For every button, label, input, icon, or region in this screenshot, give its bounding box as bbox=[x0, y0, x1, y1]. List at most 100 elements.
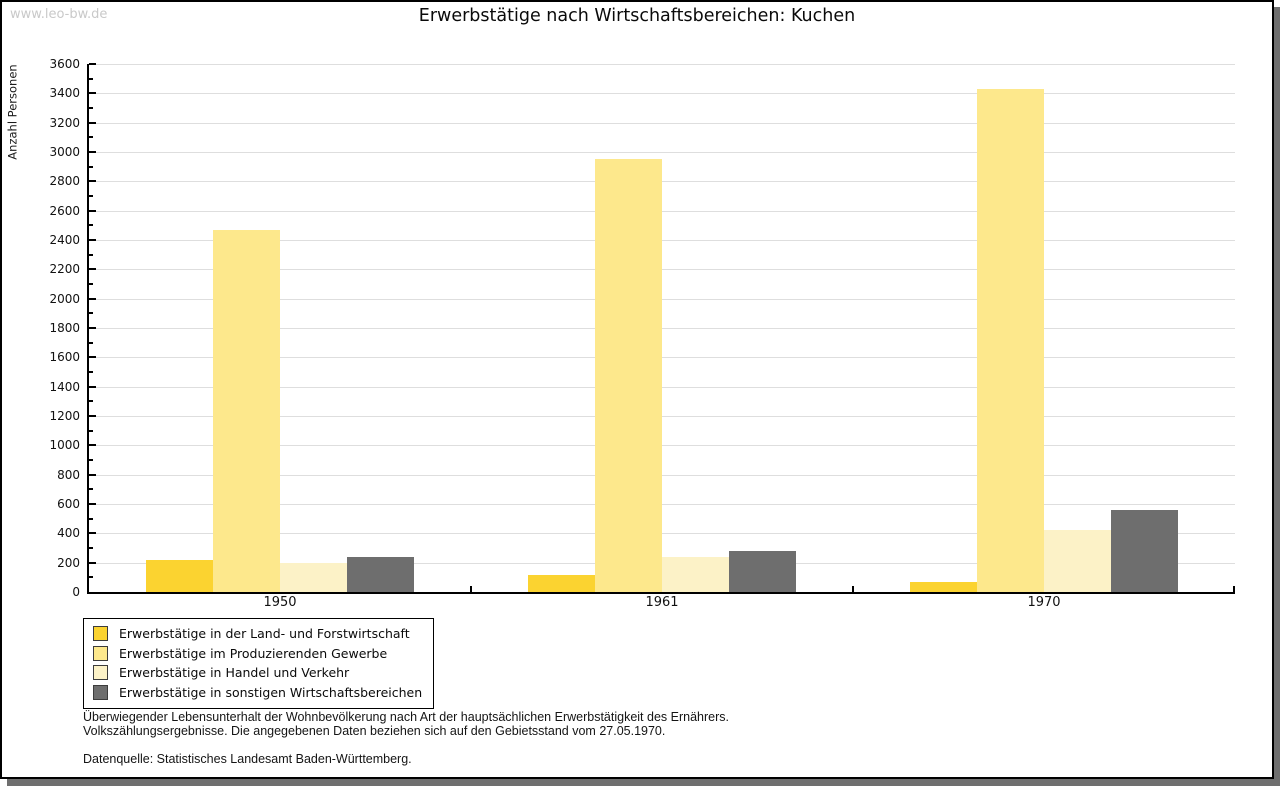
y-tick-label: 3000 bbox=[49, 145, 80, 159]
y-tick-label: 2800 bbox=[49, 174, 80, 189]
y-major-tick bbox=[89, 473, 96, 476]
y-major-tick bbox=[89, 356, 96, 359]
x-boundary-tick bbox=[852, 586, 854, 592]
plot-area bbox=[87, 63, 1235, 594]
legend: Erwerbstätige in der Land- und Forstwirt… bbox=[83, 618, 435, 709]
y-minor-tick bbox=[89, 488, 93, 491]
y-axis: 0 200 400 600 800 1000 1200 1400 1600 1800 2000 220… bbox=[2, 57, 80, 599]
gridline bbox=[89, 474, 1235, 476]
y-minor-tick bbox=[89, 195, 93, 197]
gridline bbox=[89, 152, 1235, 153]
gridline bbox=[89, 298, 1235, 300]
x-axis: 1950 1961 1970 bbox=[89, 595, 1235, 613]
legend-swatch bbox=[93, 665, 108, 681]
y-tick-label: 3200 bbox=[49, 115, 80, 130]
y-tick-label: 200 bbox=[57, 555, 80, 570]
y-tick-label: 0 bbox=[72, 585, 80, 599]
gridline bbox=[89, 357, 1235, 359]
y-minor-tick bbox=[89, 429, 93, 432]
chart-bar bbox=[977, 88, 1044, 592]
legend-label: Erwerbstätige in Handel und Verkehr bbox=[119, 665, 350, 681]
y-major-tick bbox=[89, 297, 96, 300]
gridline bbox=[89, 386, 1235, 388]
y-major-tick bbox=[89, 444, 96, 447]
y-tick-label: 1000 bbox=[49, 438, 80, 453]
y-minor-tick bbox=[89, 283, 93, 285]
legend-label: Erwerbstätige in sonstigen Wirtschaftsbe… bbox=[119, 684, 423, 700]
y-major-tick bbox=[89, 385, 96, 388]
chart-bar bbox=[1044, 529, 1111, 592]
y-major-tick bbox=[89, 268, 96, 271]
chart-bar bbox=[347, 556, 414, 592]
y-tick-label: 2400 bbox=[49, 233, 80, 247]
y-tick-label: 400 bbox=[57, 526, 80, 541]
y-tick-label: 800 bbox=[57, 467, 80, 482]
y-major-tick bbox=[89, 180, 96, 183]
legend-label: Erwerbstätige im Produzierenden Gewerbe bbox=[119, 645, 388, 661]
chart-bar bbox=[280, 562, 347, 592]
watermark: www.leo-bw.de bbox=[10, 7, 108, 22]
y-minor-tick bbox=[89, 136, 93, 139]
chart-bar bbox=[662, 556, 729, 592]
gridline bbox=[89, 416, 1235, 417]
y-minor-tick bbox=[89, 224, 93, 227]
y-minor-tick bbox=[89, 165, 93, 168]
x-boundary-tick bbox=[1233, 586, 1235, 592]
gridline bbox=[89, 533, 1235, 535]
gridline bbox=[89, 64, 1235, 65]
legend-swatch bbox=[93, 684, 108, 700]
chart-bar bbox=[595, 159, 662, 592]
legend-swatch bbox=[93, 626, 108, 642]
y-tick-label: 1200 bbox=[49, 409, 80, 423]
y-minor-tick bbox=[89, 400, 93, 403]
x-tick-label: 1970 bbox=[1027, 595, 1061, 610]
y-major-tick bbox=[89, 561, 96, 564]
gridline bbox=[89, 269, 1235, 271]
y-tick-label: 1800 bbox=[49, 321, 80, 335]
chart-bar bbox=[528, 575, 595, 592]
x-tick-label: 1961 bbox=[645, 595, 679, 610]
y-tick-label: 2600 bbox=[49, 203, 80, 218]
y-major-tick bbox=[89, 239, 96, 241]
y-minor-tick bbox=[89, 547, 93, 549]
footnote-line-1: Überwiegender Lebensunterhalt der Wohnbe… bbox=[83, 710, 729, 724]
page-title: Erwerbstätige nach Wirtschaftsbereichen:… bbox=[418, 6, 856, 26]
gridline bbox=[89, 122, 1235, 124]
footnote-line-2: Volkszählungsergebnisse. Die angegebenen… bbox=[83, 724, 666, 738]
y-minor-tick bbox=[89, 312, 93, 315]
y-tick-label: 1400 bbox=[49, 379, 80, 394]
y-major-tick bbox=[89, 151, 96, 153]
chart-bar bbox=[910, 581, 977, 592]
legend-label: Erwerbstätige in der Land- und Forstwirt… bbox=[119, 626, 410, 642]
y-major-tick bbox=[89, 503, 96, 505]
gridline bbox=[89, 328, 1235, 329]
y-major-tick bbox=[89, 415, 96, 417]
gridline bbox=[89, 93, 1235, 95]
legend-rows: Erwerbstätige in der Land- und Forstwirt… bbox=[93, 624, 422, 702]
y-major-tick bbox=[89, 121, 96, 124]
y-tick-label: 1600 bbox=[49, 350, 80, 365]
gridline bbox=[89, 210, 1235, 212]
gridline bbox=[89, 445, 1235, 447]
y-major-tick bbox=[89, 532, 96, 535]
y-tick-label: 3400 bbox=[49, 86, 80, 101]
legend-item: Erwerbstätige in der Land- und Forstwirt… bbox=[93, 624, 422, 644]
y-minor-tick bbox=[89, 253, 93, 256]
legend-item: Erwerbstätige in sonstigen Wirtschaftsbe… bbox=[93, 683, 422, 703]
y-minor-tick bbox=[89, 576, 93, 579]
chart-bar bbox=[213, 230, 280, 592]
chart-bar bbox=[729, 550, 796, 592]
chart-bar bbox=[1111, 509, 1178, 592]
data-source-note: Datenquelle: Statistisches Landesamt Bad… bbox=[83, 752, 412, 766]
chart-bar bbox=[146, 560, 213, 592]
legend-item: Erwerbstätige in Handel und Verkehr bbox=[93, 663, 422, 683]
x-tick-label: 1950 bbox=[263, 595, 297, 610]
y-tick-label: 2000 bbox=[49, 291, 80, 306]
legend-item: Erwerbstätige im Produzierenden Gewerbe bbox=[93, 644, 422, 664]
y-minor-tick bbox=[89, 517, 93, 520]
y-tick-label: 3600 bbox=[49, 57, 80, 71]
gridline bbox=[89, 240, 1235, 241]
y-tick-label: 600 bbox=[57, 497, 80, 511]
gridline bbox=[89, 181, 1235, 183]
